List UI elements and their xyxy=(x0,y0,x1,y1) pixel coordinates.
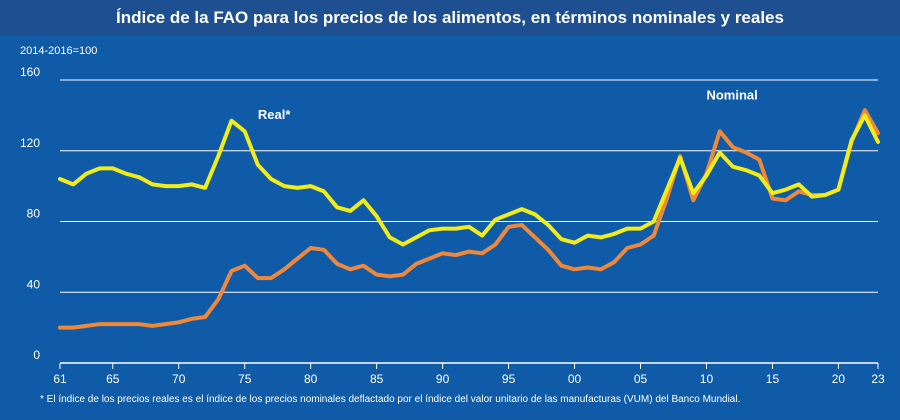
y-tick-label-120: 120 xyxy=(20,136,40,150)
footnote: * El índice de los precios reales es el … xyxy=(40,394,741,405)
series-line-nominal xyxy=(58,108,880,330)
x-tick-label-95: 95 xyxy=(502,372,516,386)
y-tick-label-0: 0 xyxy=(33,348,40,362)
y-tick-label-40: 40 xyxy=(27,277,41,291)
x-tick-label-10: 10 xyxy=(700,372,714,386)
series-line-real xyxy=(58,113,880,247)
annotation-real: Real* xyxy=(258,107,291,122)
x-tick-label-80: 80 xyxy=(304,372,318,386)
x-tick-label-70: 70 xyxy=(172,372,186,386)
x-tick-label-75: 75 xyxy=(238,372,252,386)
x-tick-label-00: 00 xyxy=(568,372,582,386)
x-tick-label-15: 15 xyxy=(766,372,780,386)
base-index-label: 2014-2016=100 xyxy=(20,45,98,57)
annotation-nominal: Nominal xyxy=(706,87,757,102)
x-tick-label-65: 65 xyxy=(106,372,120,386)
title-bar: Índice de la FAO para los precios de los… xyxy=(0,0,900,36)
chart-title: Índice de la FAO para los precios de los… xyxy=(116,8,784,27)
x-tick-label-85: 85 xyxy=(370,372,384,386)
x-tick-label-90: 90 xyxy=(436,372,450,386)
x-tick-label-23: 23 xyxy=(871,372,885,386)
x-tick-label-61: 61 xyxy=(53,372,67,386)
y-tick-label-160: 160 xyxy=(20,65,40,79)
y-tick-label-80: 80 xyxy=(27,207,41,221)
x-tick-label-05: 05 xyxy=(634,372,648,386)
x-tick-label-20: 20 xyxy=(832,372,846,386)
